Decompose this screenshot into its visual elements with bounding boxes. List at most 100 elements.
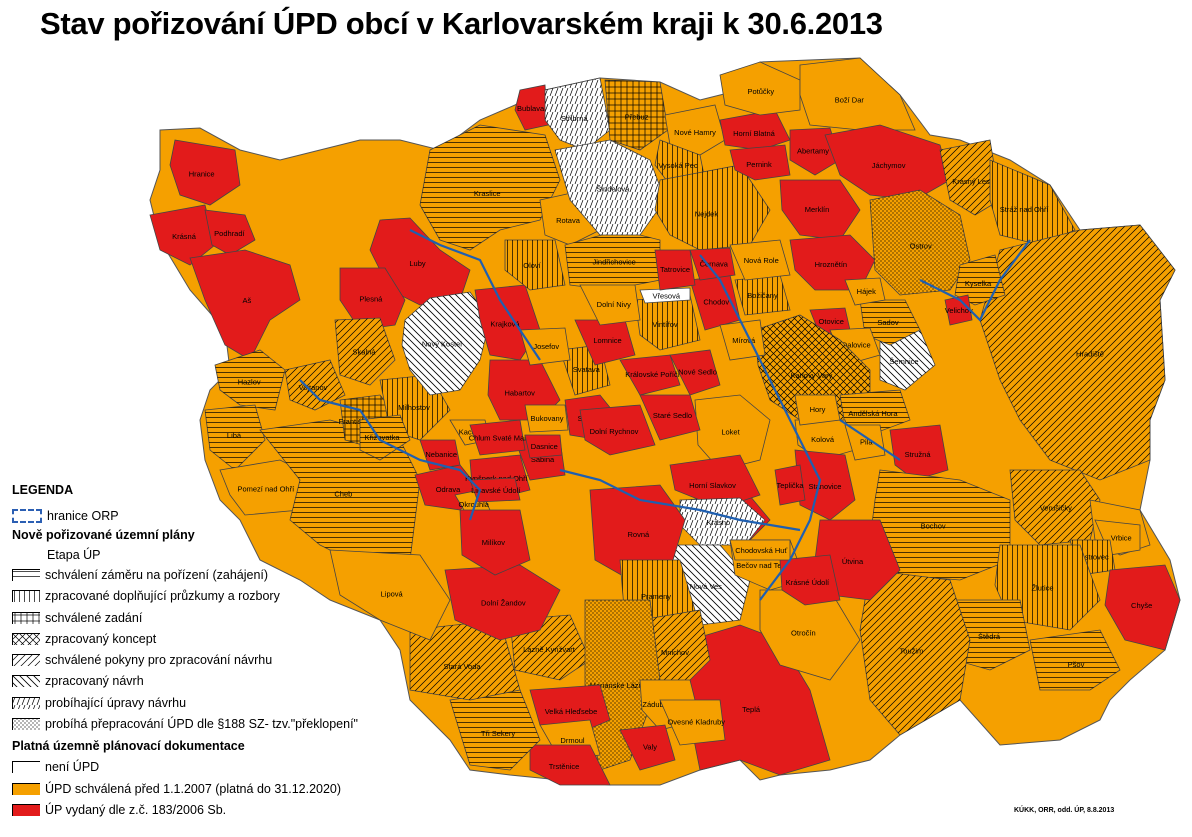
municipality-label: Nové Hamry [674, 128, 716, 137]
municipality-label: Stružná [905, 450, 932, 459]
municipality-hatch [1010, 470, 1100, 545]
municipality-chodovska-hut: Chodovská Huť [729, 539, 791, 561]
municipality-label: Nová Role [744, 256, 779, 265]
legend-row-cross: zpracovaný koncept [12, 628, 432, 649]
municipality-label: Josefov [533, 342, 559, 351]
municipality-label: Dolní Žandov [481, 599, 526, 608]
municipality-stribrna: Stříbrná [544, 77, 611, 151]
municipality-label: Pomezí nad Ohří [237, 484, 295, 493]
municipality-psov: Pšov [1029, 629, 1121, 691]
municipality-hatch [990, 160, 1075, 245]
municipality-bublava: Bublava [514, 84, 549, 131]
municipality-label: Žlutice [1031, 584, 1053, 593]
municipality-label: Nové Sedlo [678, 367, 717, 376]
municipality-krasna: Krásná [149, 204, 216, 266]
legend-swatch [12, 675, 40, 688]
municipality-label: Oloví [523, 261, 541, 270]
municipality-label: Krajková [490, 319, 520, 328]
municipality-kyselka: Kyselka [954, 254, 1006, 306]
municipality-label: Šindelová [596, 185, 630, 194]
municipality-hatch [410, 620, 520, 700]
municipality-label: Mírová [732, 336, 756, 345]
municipality-area [519, 327, 571, 366]
legend-stage-heading: Etapa ÚP [47, 548, 101, 563]
municipality-potucky: Potůčky [719, 61, 801, 116]
municipality-label: Velká Hleďsebe [545, 707, 598, 716]
municipality-label: Odrava [436, 485, 461, 494]
legend-swatch [12, 590, 40, 603]
legend-label: probíhající úpravy návrhu [45, 695, 187, 710]
municipality-area [729, 239, 791, 281]
municipality-area [669, 349, 721, 396]
municipality-lipova: Lipová [329, 549, 451, 641]
municipality-label: Šabina [531, 455, 555, 464]
municipality-label: Lázně Kynžvart [523, 645, 576, 654]
municipality-hazlov: Hazlov [214, 349, 286, 411]
legend-row-orange: ÚPD schválená před 1.1.2007 (platná do 3… [12, 778, 432, 799]
legend-label: ÚP vydaný dle z.č. 183/2006 Sb. [45, 802, 227, 817]
municipality-label: Valy [643, 742, 657, 751]
municipality-dasnice: Dasnice [524, 434, 563, 459]
municipality-area [719, 61, 801, 116]
municipality-label: Nová Ves [690, 582, 722, 591]
municipality-label: Chlum Svaté Maří [469, 434, 530, 443]
legend-label: schválené zadání [45, 610, 143, 625]
municipality-label: Merklín [805, 205, 830, 214]
municipality-label: Horní Slavkov [689, 481, 736, 490]
municipality-label: Hranice [189, 169, 215, 178]
credit-note: KÚKK, ORR, odd. ÚP, 8.8.2013 [1014, 807, 1115, 814]
municipality-label: Bublava [517, 104, 545, 113]
municipality-label: Skalná [353, 348, 377, 357]
municipality-hradiste: Hradiště [979, 224, 1176, 481]
municipality-label: Štědrá [978, 632, 1001, 641]
legend-row-back: zpracovaný návrh [12, 671, 432, 692]
municipality-bukovany: Bukovany [524, 404, 569, 433]
legend-swatch [12, 654, 40, 667]
municipality-label: Kyselka [965, 279, 992, 288]
legend-label: zpracovaný návrh [45, 674, 144, 689]
municipality-hatch [402, 292, 490, 395]
municipality-label: Toužim [900, 647, 924, 656]
municipality-bozicany: Božičany [734, 274, 791, 316]
municipality-label: Kolová [811, 435, 835, 444]
municipality-label: Libá [227, 431, 242, 440]
municipality-area [719, 319, 766, 361]
municipality-label: Stanovice [809, 482, 842, 491]
municipality-label: Šemnice [889, 357, 918, 366]
municipality-skalna: Skalná [334, 317, 396, 386]
municipality-area [944, 294, 973, 326]
municipality-label: Nový Kostel [422, 339, 462, 348]
municipality-hranice: Hranice [169, 139, 241, 206]
legend-row-diag: schválené pokyny pro zpracování návrhu [12, 649, 432, 670]
municipality-hatch [205, 405, 265, 470]
municipality-jindrichovice: Jindřichovice [564, 229, 661, 291]
municipality-label: Vintířov [652, 320, 678, 329]
municipality-area [729, 144, 791, 181]
municipality-pernink: Pernink [729, 144, 791, 181]
municipality-hatch [335, 318, 395, 385]
municipality-area [639, 287, 691, 304]
municipality-area [1104, 564, 1181, 651]
municipality-area [659, 699, 726, 746]
municipality-hatch [360, 415, 410, 460]
municipality-hatch [215, 350, 285, 410]
municipality-label: Chodov [703, 297, 729, 306]
municipality-valy: Valy [619, 724, 676, 771]
legend-label: ÚPD schválená před 1.1.2007 (platná do 3… [45, 781, 342, 796]
municipality-struzna: Stružná [889, 424, 949, 481]
municipality-hatch [505, 240, 565, 290]
municipality-stedra: Štědrá [949, 599, 1031, 671]
municipality-andelska-hora: Andělská Hora [839, 389, 911, 436]
municipality-hatch [955, 255, 1005, 305]
municipality-label: Dolní Nivy [597, 300, 631, 309]
legend-swatch [12, 632, 40, 645]
municipality-label: Chyše [1131, 601, 1152, 610]
municipality-label: Pernink [746, 160, 772, 169]
municipality-label: Hory [810, 405, 826, 414]
legend-label: schválené pokyny pro zpracování návrhu [45, 653, 273, 668]
municipality-label: Milhostov [398, 403, 430, 412]
municipality-hatch [450, 690, 540, 770]
municipality-label: Vysoká Pec [658, 161, 698, 170]
municipality-hatch [420, 125, 560, 250]
